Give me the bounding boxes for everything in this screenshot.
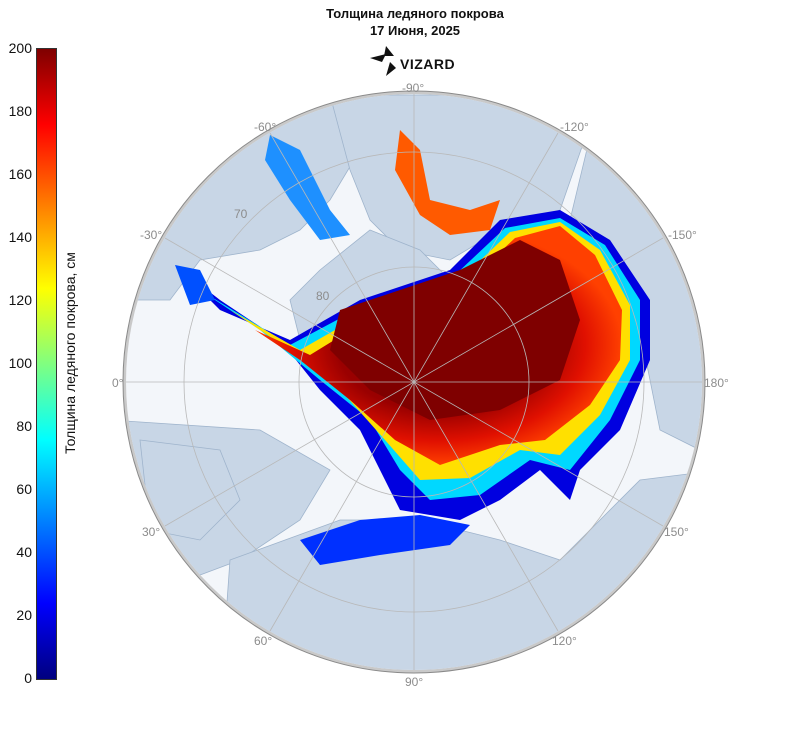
lon-label: 120° (552, 634, 577, 648)
lon-label: -120° (560, 120, 589, 134)
vizard-logo-icon (370, 46, 396, 76)
graticule (126, 94, 702, 670)
chart-title: Толщина ледяного покрова (326, 6, 504, 21)
chart-date: 17 Июня, 2025 (369, 23, 461, 38)
colorbar-tick: 140 (8, 229, 32, 245)
colorbar-tick: 0 (24, 670, 32, 686)
lon-label: 90° (405, 675, 423, 689)
colorbar-tick: 120 (8, 292, 32, 308)
colorbar-tick: 200 (8, 40, 32, 56)
lat-label: 80 (316, 289, 330, 303)
lon-label: -150° (668, 228, 697, 242)
lon-label: 150° (664, 525, 689, 539)
colorbar-tick: 40 (16, 544, 32, 560)
lon-label: 60° (254, 634, 272, 648)
colorbar-tick: 60 (16, 481, 32, 497)
colorbar-tick: 100 (8, 355, 32, 371)
logo-text: VIZARD (400, 56, 456, 72)
ice-hudson-strait (175, 265, 215, 305)
colorbar-tick: 180 (8, 103, 32, 119)
lon-label: 0° (112, 376, 124, 390)
lon-label: 180° (704, 376, 729, 390)
colorbar-tick: 80 (16, 418, 32, 434)
lat-label: 70 (234, 207, 248, 221)
colorbar (36, 48, 57, 680)
lon-label: -30° (140, 228, 162, 242)
ice-kara-sea (300, 515, 470, 565)
lon-label: -60° (254, 120, 276, 134)
colorbar-tick: 20 (16, 607, 32, 623)
ice-central-dark (330, 240, 580, 420)
colorbar-tick: 160 (8, 166, 32, 182)
lon-label: -90° (402, 81, 424, 95)
ice-archipelago-channels (395, 130, 500, 235)
lon-label: 30° (142, 525, 160, 539)
